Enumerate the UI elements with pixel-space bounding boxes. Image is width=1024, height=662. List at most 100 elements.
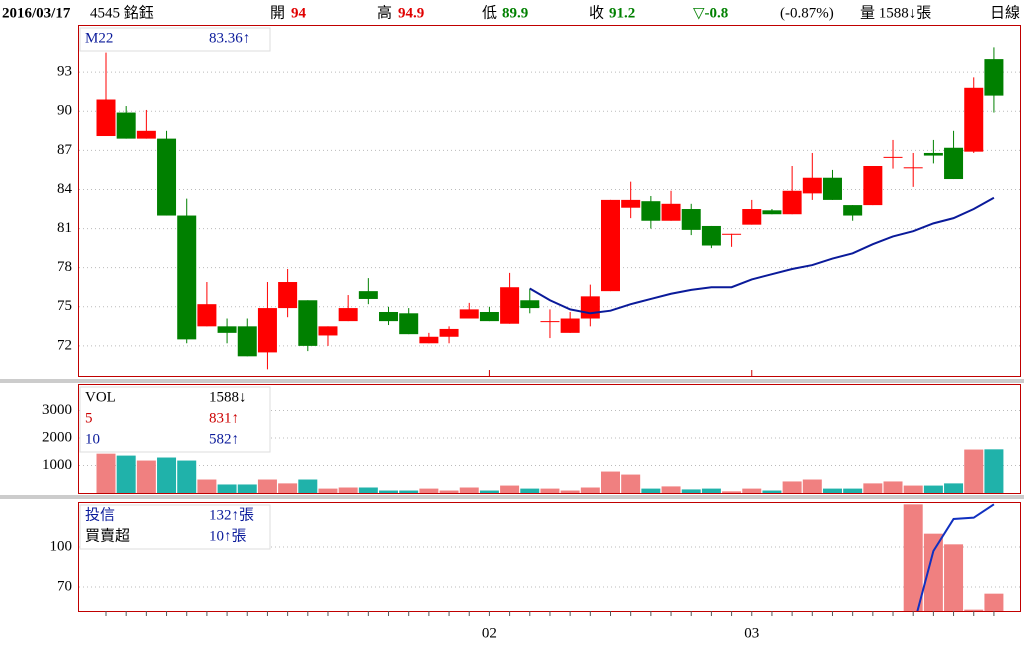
bar bbox=[560, 490, 580, 493]
period: 日線 bbox=[990, 4, 1020, 21]
bar bbox=[379, 490, 399, 493]
low-label: 低 bbox=[482, 4, 497, 21]
candle-body bbox=[661, 203, 681, 221]
bar bbox=[237, 484, 257, 493]
header: 2016/03/17 4545 銘鈺 開 94 高 94.9 低 89.9 收 … bbox=[2, 3, 1020, 21]
candle-body bbox=[217, 326, 237, 333]
bar bbox=[903, 504, 923, 611]
candle-body bbox=[439, 328, 459, 337]
candle-body bbox=[843, 205, 863, 216]
bar bbox=[257, 479, 277, 493]
bar bbox=[358, 487, 378, 493]
legend-label: 5 bbox=[85, 410, 93, 426]
low-value: 89.9 bbox=[502, 5, 528, 21]
candle-body bbox=[197, 304, 217, 327]
candle-body bbox=[358, 291, 378, 299]
bar bbox=[197, 479, 217, 493]
bar bbox=[863, 483, 883, 493]
bar bbox=[338, 487, 358, 493]
candle-body bbox=[157, 138, 177, 216]
bar bbox=[762, 490, 782, 493]
y-tick-label: 100 bbox=[50, 538, 73, 554]
change: ▽-0.8 bbox=[693, 5, 728, 21]
line bbox=[529, 196, 995, 315]
panel-frame bbox=[78, 384, 1021, 494]
bar bbox=[883, 481, 903, 493]
candle-body bbox=[822, 177, 842, 200]
bar bbox=[580, 487, 600, 493]
y-tick-label: 93 bbox=[57, 64, 72, 80]
bar bbox=[217, 484, 237, 493]
candle-body bbox=[601, 199, 620, 292]
y-tick-label: 3000 bbox=[42, 402, 72, 418]
candle-body bbox=[399, 313, 419, 335]
candle-body bbox=[722, 233, 742, 235]
legend-box bbox=[79, 27, 271, 52]
candle-body bbox=[923, 152, 943, 156]
candle-body bbox=[379, 311, 399, 322]
candle-body bbox=[278, 282, 298, 309]
candle-body bbox=[500, 287, 520, 324]
legend-value: 10↑張 bbox=[209, 528, 247, 544]
bar bbox=[822, 488, 842, 493]
legend-label: M22 bbox=[85, 30, 113, 46]
candle-body bbox=[479, 311, 499, 322]
bar bbox=[984, 449, 1004, 493]
candle-body bbox=[96, 99, 116, 137]
y-tick-label: 2000 bbox=[42, 429, 72, 445]
candle-body bbox=[419, 336, 439, 344]
separator bbox=[0, 495, 1024, 499]
bar bbox=[177, 460, 197, 493]
bar bbox=[903, 485, 923, 493]
candle-body bbox=[883, 156, 903, 158]
candle-body bbox=[621, 199, 641, 208]
candle-body bbox=[177, 215, 197, 340]
close-value: 91.2 bbox=[609, 5, 635, 21]
bar bbox=[479, 490, 499, 493]
candle-body bbox=[863, 166, 883, 206]
y-tick-label: 75 bbox=[57, 298, 72, 314]
legend-box bbox=[79, 386, 271, 453]
candle-body bbox=[540, 321, 560, 323]
bar bbox=[984, 593, 1004, 611]
y-tick-label: 1000 bbox=[42, 457, 72, 473]
y-tick-label: 78 bbox=[57, 259, 72, 275]
candle-body bbox=[520, 300, 540, 309]
legend-label: 投信 bbox=[85, 506, 115, 523]
legend-value: 132↑張 bbox=[209, 507, 254, 523]
legend-value: 1588↓ bbox=[209, 389, 247, 405]
date: 2016/03/17 bbox=[2, 5, 71, 21]
bar bbox=[944, 483, 964, 493]
bar bbox=[641, 488, 661, 493]
bar bbox=[722, 491, 742, 493]
open-label: 開 bbox=[270, 5, 285, 21]
bar bbox=[923, 533, 943, 611]
close-label: 收 bbox=[589, 4, 604, 21]
bar bbox=[116, 455, 136, 493]
bar bbox=[843, 488, 863, 493]
legend-label: 10 bbox=[85, 431, 100, 447]
candle-body bbox=[762, 210, 782, 215]
candle-body bbox=[984, 59, 1004, 96]
stock-name: 4545 銘鈺 bbox=[90, 3, 154, 21]
candle-body bbox=[257, 308, 277, 353]
bar bbox=[500, 485, 520, 493]
high-label: 高 bbox=[377, 4, 392, 21]
candle-body bbox=[944, 147, 964, 180]
bar bbox=[399, 490, 419, 493]
line bbox=[916, 503, 995, 611]
x-tick-label: 02 bbox=[482, 625, 497, 641]
candle-body bbox=[338, 308, 358, 322]
bar bbox=[157, 457, 177, 493]
bar bbox=[439, 490, 459, 493]
bar bbox=[136, 460, 156, 493]
candle-body bbox=[681, 209, 701, 230]
bar bbox=[540, 488, 560, 493]
bar bbox=[742, 488, 762, 493]
candle-body bbox=[580, 296, 600, 319]
bar bbox=[964, 609, 984, 611]
y-tick-label: 81 bbox=[57, 220, 72, 236]
candle-body bbox=[742, 209, 762, 225]
